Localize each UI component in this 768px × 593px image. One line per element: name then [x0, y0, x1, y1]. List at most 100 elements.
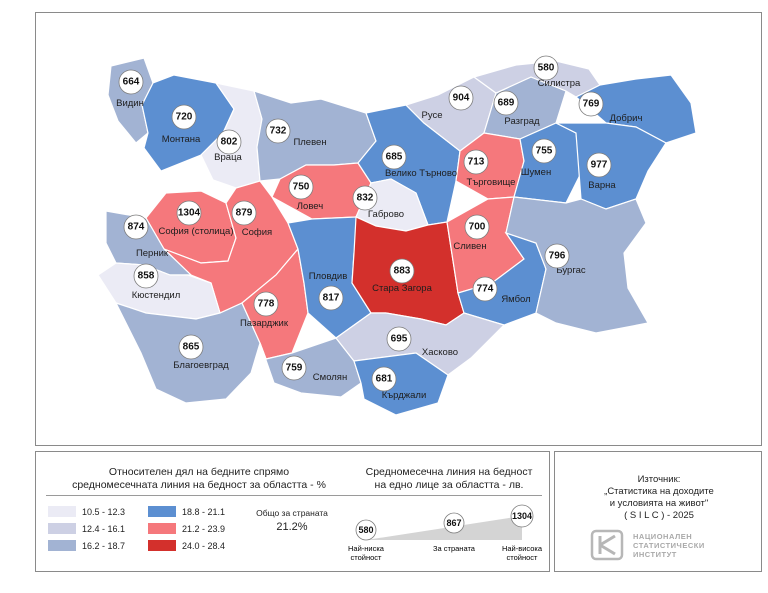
region-name-burgas: Бургас: [556, 265, 585, 276]
value-bubble-plovdiv: [318, 285, 344, 311]
bulgaria-choropleth-map: Видин 664 Монтана 720 Враца 802 Плевен 732 Ловеч…: [97, 55, 697, 416]
region-name-kardzhali: Кърджали: [382, 390, 427, 401]
region-value-burgas: 796: [549, 251, 566, 262]
region-value-blagoevgrad: 865: [183, 342, 200, 353]
value-bubble-varna: [586, 152, 612, 178]
region-value-smolyan: 759: [286, 363, 303, 374]
region-name-lovech: Ловеч: [297, 201, 323, 212]
value-bubble-pleven: [265, 118, 291, 144]
region-name-vidin: Видин: [116, 98, 144, 109]
legend-divider: [352, 495, 542, 496]
region-name-veliko-tarnovo: Велико Търново: [385, 168, 457, 179]
legend-swatch: [48, 523, 76, 534]
legend-class-label: 24.0 - 28.4: [182, 541, 226, 551]
country-total-value: 21.2%: [276, 521, 308, 533]
region-name-ruse: Русе: [421, 110, 442, 121]
region-value-yambol: 774: [477, 284, 494, 295]
nsi-logo-icon: [590, 529, 624, 561]
region-name-montana: Монтана: [162, 134, 201, 145]
region-value-silistra: 580: [538, 63, 555, 74]
value-bubble-silistra: [533, 55, 559, 81]
legend-class-label: 21.2 - 23.9: [182, 524, 226, 534]
region-value-targovishte: 713: [468, 157, 485, 168]
value-bubble-pazardzhik: [253, 291, 279, 317]
region-value-kardzhali: 681: [376, 374, 393, 385]
value-bubble-sofia-capital: [176, 200, 202, 226]
region-value-vidin: 664: [123, 77, 140, 88]
region-value-kyustendil: 858: [138, 271, 155, 282]
region-value-montana: 720: [176, 112, 193, 123]
region-name-blagoevgrad: Благоевград: [173, 360, 229, 371]
value-bubble-smolyan: [281, 355, 307, 381]
legend-title-poverty-line: Средномесечна линия на бедност на едно л…: [351, 466, 547, 492]
legend-title-line: Относителен дял на бедните спрямо: [108, 466, 290, 478]
region-name-kyustendil: Кюстендил: [132, 290, 181, 301]
region-name-pernik: Перник: [136, 248, 169, 259]
poverty-line-scale: 580 867 1304 Най-ниска стойност За стран…: [348, 504, 543, 562]
nsi-name-line: НАЦИОНАЛЕН: [633, 532, 693, 541]
region-value-pazardzhik: 778: [258, 299, 275, 310]
region-value-varna: 977: [591, 160, 608, 171]
legend-class-label: 16.2 - 18.7: [82, 541, 126, 551]
region-value-ruse: 904: [453, 93, 470, 104]
region-haskovo: [335, 312, 506, 376]
region-value-dobrich: 769: [583, 99, 600, 110]
scale-mid-value: 867: [446, 518, 461, 528]
source-text: ( S I L C ) - 2025: [624, 510, 694, 521]
region-name-pazardzhik: Пазарджик: [240, 318, 289, 329]
value-bubble-shumen: [531, 138, 557, 164]
source-panel: Източник: „Статистика на доходите и усло…: [554, 451, 762, 572]
value-bubble-vratsa: [216, 129, 242, 155]
nsi-logo-text: НАЦИОНАЛЕН СТАТИСТИЧЕСКИ ИНСТИТУТ: [633, 532, 705, 559]
region-name-haskovo: Хасково: [422, 347, 458, 358]
scale-mid-label: За страната: [433, 544, 476, 553]
region-name-vratsa: Враца: [214, 152, 242, 163]
value-bubble-lovech: [288, 174, 314, 200]
region-name-yambol: Ямбол: [501, 294, 530, 305]
region-value-sofia-capital: 1304: [178, 208, 201, 219]
region-name-targovishte: Търговище: [467, 177, 516, 188]
legend-class-label: 12.4 - 16.1: [82, 524, 126, 534]
region-value-gabrovo: 832: [357, 193, 374, 204]
nsi-name-line: СТАТИСТИЧЕСКИ: [633, 541, 705, 550]
region-value-lovech: 750: [293, 182, 310, 193]
scale-max-value: 1304: [512, 511, 532, 521]
region-name-gabrovo: Габрово: [368, 209, 404, 220]
region-name-sliven: Сливен: [453, 241, 486, 252]
region-value-pleven: 732: [270, 126, 287, 137]
legend-title-line: Средномесечна линия на бедност: [365, 466, 533, 478]
scale-min-value: 580: [358, 525, 373, 535]
legend-title-percent: Относителен дял на бедните спрямо средно…: [54, 466, 344, 492]
source-text: и условията на живот": [609, 498, 709, 509]
region-name-shumen: Шумен: [521, 167, 551, 178]
region-name-pleven: Плевен: [293, 137, 326, 148]
scale-min-label: Най-ниска: [348, 544, 385, 553]
scale-min-bubble: [355, 519, 377, 541]
value-bubble-gabrovo: [352, 185, 378, 211]
region-value-veliko-tarnovo: 685: [386, 152, 403, 163]
scale-mid-bubble: [443, 512, 465, 534]
legend-swatch: [48, 506, 76, 517]
source-label: Източник:: [637, 474, 681, 485]
region-value-razgrad: 689: [498, 98, 515, 109]
value-bubble-razgrad: [493, 90, 519, 116]
value-bubble-haskovo: [386, 326, 412, 352]
region-name-smolyan: Смолян: [313, 372, 347, 383]
region-value-pernik: 874: [128, 222, 145, 233]
legend-class-label: 10.5 - 12.3: [82, 507, 126, 517]
value-bubble-dobrich: [578, 91, 604, 117]
region-value-sliven: 700: [469, 222, 486, 233]
legend-swatch: [148, 540, 176, 551]
value-bubble-veliko-tarnovo: [381, 144, 407, 170]
region-name-sofia-capital: София (столица): [158, 226, 233, 237]
value-bubble-ruse: [448, 85, 474, 111]
scale-max-bubble: [510, 504, 534, 528]
value-bubble-pernik: [123, 214, 149, 240]
value-bubble-blagoevgrad: [178, 334, 204, 360]
source-text: „Статистика на доходите: [604, 486, 714, 497]
value-bubble-vidin: [118, 69, 144, 95]
legend-title-line: средномесечната линия на бедност за обла…: [72, 479, 326, 491]
value-bubble-montana: [171, 104, 197, 130]
value-bubble-targovishte: [463, 149, 489, 175]
legend-swatch: [148, 523, 176, 534]
